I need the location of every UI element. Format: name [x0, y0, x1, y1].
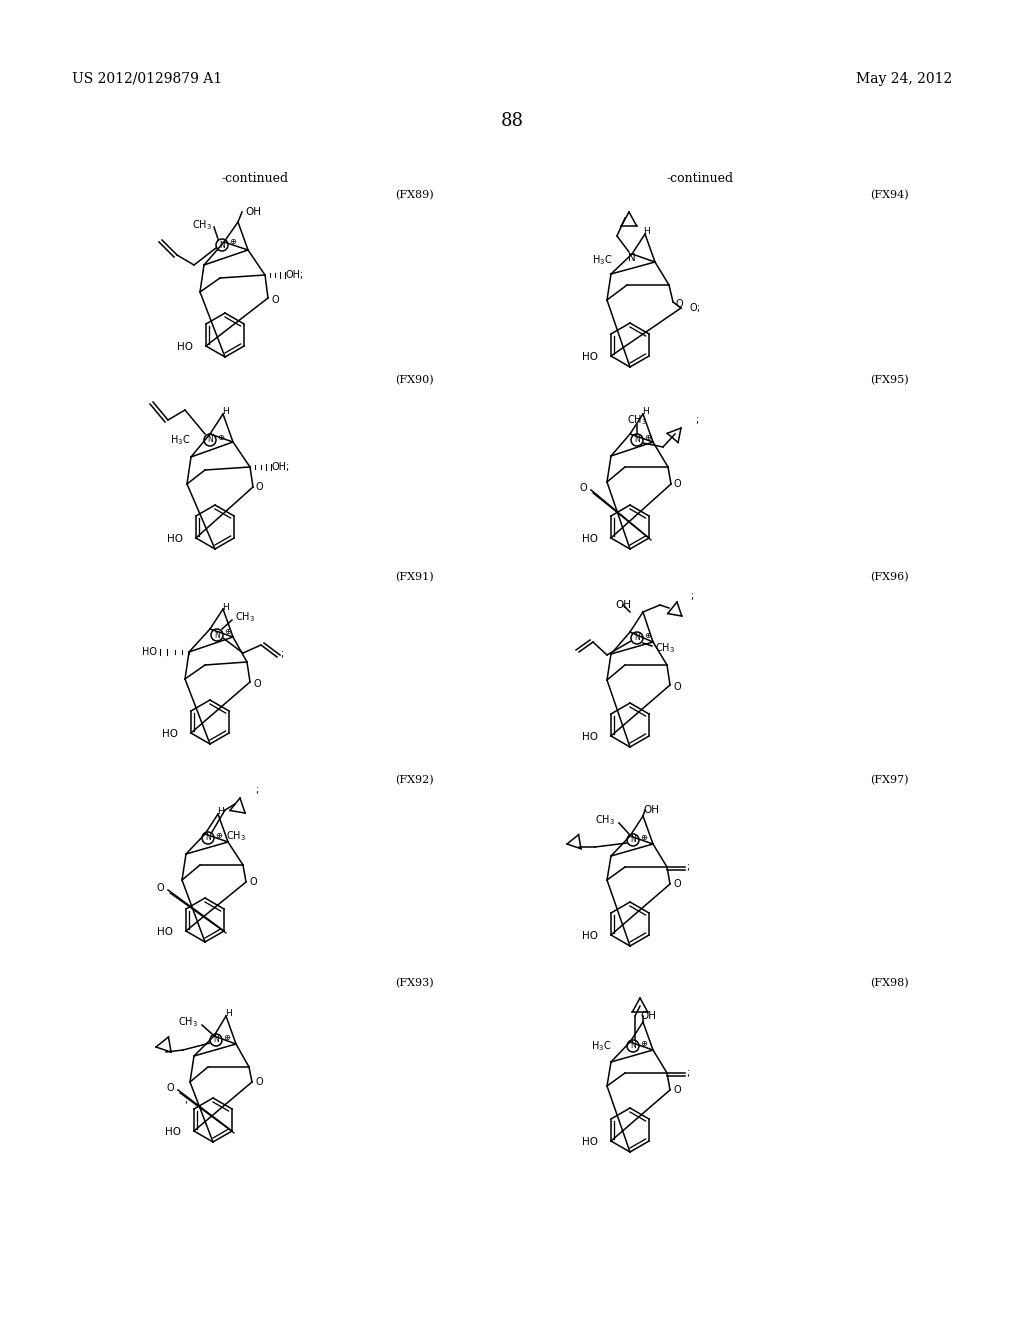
Text: ⊕: ⊕ — [224, 627, 231, 636]
Text: O: O — [676, 300, 684, 309]
Text: HO: HO — [167, 535, 183, 544]
Text: US 2012/0129879 A1: US 2012/0129879 A1 — [72, 73, 222, 86]
Text: O: O — [271, 294, 279, 305]
Text: HO: HO — [582, 1137, 598, 1147]
Text: -continued: -continued — [667, 172, 733, 185]
Text: ;: ; — [686, 1068, 689, 1078]
Text: ;: ; — [686, 862, 689, 873]
Text: O: O — [673, 682, 681, 692]
Text: -continued: -continued — [221, 172, 289, 185]
Text: HO: HO — [582, 535, 598, 544]
Text: O: O — [673, 879, 681, 888]
Text: CH$_3$: CH$_3$ — [655, 642, 675, 655]
Text: O: O — [689, 304, 696, 313]
Text: (FX96): (FX96) — [870, 572, 908, 582]
Text: CH$_3$: CH$_3$ — [627, 413, 647, 426]
Text: HO: HO — [162, 729, 178, 739]
Text: (FX95): (FX95) — [870, 375, 908, 385]
Text: H: H — [225, 1010, 231, 1019]
Text: (FX97): (FX97) — [870, 775, 908, 785]
Text: O: O — [166, 1082, 174, 1093]
Text: H$_3$C: H$_3$C — [591, 1039, 611, 1053]
Text: N: N — [219, 240, 225, 249]
Text: OH: OH — [640, 1011, 656, 1020]
Text: CH$_3$: CH$_3$ — [234, 610, 255, 624]
Text: N: N — [634, 634, 640, 643]
Text: (FX94): (FX94) — [870, 190, 908, 201]
Text: ⊕: ⊕ — [223, 1032, 230, 1041]
Text: CH$_3$: CH$_3$ — [595, 813, 615, 826]
Text: H: H — [222, 408, 228, 417]
Text: O: O — [253, 678, 261, 689]
Text: ⊕: ⊕ — [217, 433, 224, 441]
Text: H: H — [642, 408, 649, 417]
Text: (FX92): (FX92) — [395, 775, 433, 785]
Text: (FX89): (FX89) — [395, 190, 433, 201]
Text: O: O — [249, 876, 257, 887]
Text: HO: HO — [165, 1127, 181, 1137]
Text: ⊕: ⊕ — [644, 631, 651, 639]
Text: O: O — [673, 1085, 681, 1096]
Text: N: N — [205, 833, 211, 842]
Text: (FX90): (FX90) — [395, 375, 433, 385]
Text: O: O — [157, 883, 164, 894]
Text: ;: ; — [255, 785, 258, 795]
Text: ;: ; — [696, 304, 699, 313]
Text: HO: HO — [157, 927, 173, 937]
Text: CH$_3$: CH$_3$ — [178, 1015, 198, 1028]
Text: H$_3$C: H$_3$C — [592, 253, 612, 267]
Text: OH: OH — [643, 805, 659, 814]
Text: HO: HO — [582, 931, 598, 941]
Text: HO: HO — [177, 342, 193, 352]
Text: O: O — [255, 1077, 262, 1086]
Text: N: N — [207, 436, 213, 445]
Text: (FX91): (FX91) — [395, 572, 433, 582]
Text: ;: ; — [280, 649, 284, 659]
Text: OH;: OH; — [272, 462, 290, 473]
Text: N: N — [634, 436, 640, 445]
Text: CH$_3$: CH$_3$ — [191, 218, 212, 232]
Text: H: H — [217, 808, 224, 817]
Text: HO: HO — [142, 647, 157, 657]
Text: ;: ; — [690, 591, 693, 601]
Text: N: N — [214, 631, 220, 639]
Text: H$_3$C: H$_3$C — [170, 433, 190, 447]
Text: N: N — [628, 253, 636, 263]
Text: N: N — [213, 1035, 219, 1044]
Text: ⊕: ⊕ — [640, 833, 647, 842]
Text: ;: ; — [695, 414, 698, 425]
Text: OH: OH — [615, 601, 631, 610]
Text: OH: OH — [245, 207, 261, 216]
Text: O: O — [674, 479, 682, 488]
Text: OH;: OH; — [285, 271, 303, 280]
Text: CH$_3$: CH$_3$ — [226, 829, 246, 843]
Text: ⊕: ⊕ — [215, 830, 222, 840]
Text: ⊕: ⊕ — [644, 433, 651, 441]
Text: HO: HO — [582, 352, 598, 362]
Text: ⊕: ⊕ — [229, 238, 236, 247]
Text: ;: ; — [184, 1096, 187, 1105]
Text: ⊕: ⊕ — [640, 1039, 647, 1048]
Text: HO: HO — [582, 733, 598, 742]
Text: 88: 88 — [501, 112, 523, 129]
Text: (FX98): (FX98) — [870, 978, 908, 989]
Text: N: N — [630, 836, 636, 845]
Text: (FX93): (FX93) — [395, 978, 433, 989]
Text: H: H — [222, 602, 228, 611]
Text: O: O — [580, 483, 587, 492]
Text: May 24, 2012: May 24, 2012 — [856, 73, 952, 86]
Text: O: O — [256, 482, 263, 492]
Text: H: H — [643, 227, 650, 236]
Text: N: N — [630, 1041, 636, 1051]
